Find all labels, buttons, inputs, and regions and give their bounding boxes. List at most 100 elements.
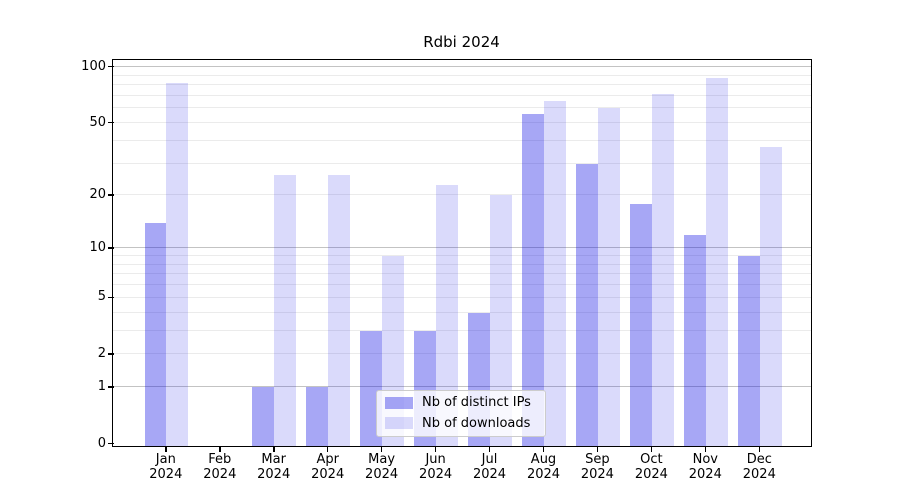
x-tick-year: 2024 <box>419 467 453 482</box>
minor-gridline <box>113 353 811 355</box>
bar-sep-distinct-ips <box>576 163 598 446</box>
x-tick-month: Feb <box>208 452 232 467</box>
x-tick-month: May <box>368 452 396 467</box>
bar-mar-distinct-ips <box>252 387 275 446</box>
legend-row-distinct-ips: Nb of distinct IPs <box>385 395 537 412</box>
x-tick-month: Oct <box>640 452 663 467</box>
x-tick-mark <box>758 446 760 452</box>
x-tick-mark <box>704 446 706 452</box>
bar-aug-downloads <box>544 100 566 446</box>
bar-apr-distinct-ips <box>306 387 329 446</box>
major-gridline <box>113 247 811 249</box>
bar-oct-downloads <box>651 93 674 446</box>
legend-swatch-downloads <box>385 417 413 430</box>
y-tick-mark <box>107 121 114 124</box>
minor-gridline <box>113 273 811 275</box>
minor-gridline <box>113 284 811 286</box>
bar-nov-distinct-ips <box>684 234 706 446</box>
minor-gridline <box>113 311 811 313</box>
legend-label-distinct-ips: Nb of distinct IPs <box>422 395 531 411</box>
x-tick-label: Jul 2024 <box>458 452 522 482</box>
x-tick-year: 2024 <box>634 467 668 482</box>
x-tick-month: Mar <box>261 452 286 467</box>
minor-gridline <box>113 329 811 331</box>
x-tick-year: 2024 <box>203 467 237 482</box>
x-tick-month: Jun <box>425 452 446 467</box>
x-tick-month: Sep <box>585 452 610 467</box>
x-tick-mark <box>380 446 383 452</box>
x-tick-year: 2024 <box>311 467 345 482</box>
x-tick-mark <box>165 446 167 452</box>
minor-gridline <box>113 263 811 265</box>
x-tick-label: Oct 2024 <box>619 452 683 482</box>
bar-dec-downloads <box>759 147 782 446</box>
minor-gridline <box>113 74 811 76</box>
y-tick-mark <box>107 194 114 196</box>
legend-row-downloads: Nb of downloads <box>385 415 537 432</box>
x-tick-month: Jul <box>481 452 498 467</box>
y-tick-mark <box>107 442 114 445</box>
x-tick-label: Mar 2024 <box>242 452 306 482</box>
y-tick-label: 0 <box>97 435 106 451</box>
minor-gridline <box>113 95 811 96</box>
x-tick-mark <box>596 446 599 452</box>
minor-gridline <box>113 107 811 109</box>
bar-mar-downloads <box>274 174 296 446</box>
x-tick-month: Nov <box>692 452 718 467</box>
major-gridline <box>113 386 811 388</box>
x-tick-month: Jan <box>155 452 176 467</box>
x-tick-label: Feb 2024 <box>188 452 252 482</box>
x-tick-mark <box>650 446 653 452</box>
minor-gridline <box>113 84 811 86</box>
y-tick-mark <box>107 247 114 249</box>
legend: Nb of distinct IPs Nb of downloads <box>376 389 546 437</box>
y-tick-mark <box>107 65 114 68</box>
minor-gridline <box>113 122 811 123</box>
x-tick-year: 2024 <box>742 467 776 482</box>
plot-area: Nb of distinct IPs Nb of downloads <box>112 58 812 447</box>
y-tick-label: 1 <box>97 378 106 394</box>
x-tick-label: Aug 2024 <box>512 452 576 482</box>
x-tick-month: Apr <box>316 452 339 467</box>
x-tick-mark <box>273 446 275 452</box>
bar-oct-distinct-ips <box>630 203 652 446</box>
bar-sep-downloads <box>597 108 620 446</box>
x-tick-year: 2024 <box>580 467 614 482</box>
x-tick-mark <box>219 446 221 452</box>
minor-gridline <box>113 296 811 298</box>
y-tick-label: 50 <box>89 114 106 130</box>
bar-apr-downloads <box>328 174 350 446</box>
x-tick-year: 2024 <box>688 467 722 482</box>
bar-jan-downloads <box>166 83 189 446</box>
x-tick-label: Nov 2024 <box>673 452 737 482</box>
y-tick-label: 20 <box>89 186 106 202</box>
x-tick-label: Dec 2024 <box>727 452 791 482</box>
bar-jun-downloads <box>436 184 458 446</box>
bar-jul-downloads <box>490 195 512 446</box>
minor-gridline <box>113 162 811 164</box>
x-tick-mark <box>434 446 437 452</box>
x-tick-year: 2024 <box>149 467 183 482</box>
x-tick-mark <box>326 446 329 452</box>
legend-swatch-distinct-ips <box>385 396 413 409</box>
y-tick-mark <box>107 353 114 355</box>
major-gridline <box>113 66 811 68</box>
y-tick-label: 5 <box>97 289 106 305</box>
x-tick-label: Jun 2024 <box>404 452 468 482</box>
bar-aug-distinct-ips <box>522 113 544 446</box>
x-tick-year: 2024 <box>526 467 561 482</box>
x-tick-mark <box>488 446 491 452</box>
x-tick-year: 2024 <box>365 467 399 482</box>
x-tick-month: Aug <box>530 452 557 467</box>
x-tick-year: 2024 <box>257 467 291 482</box>
bar-nov-downloads <box>705 78 728 446</box>
minor-gridline <box>113 194 811 196</box>
x-tick-mark <box>542 446 545 452</box>
x-tick-label: Jan 2024 <box>134 452 198 482</box>
y-tick-label: 100 <box>81 58 106 74</box>
chart-title: Rdbi 2024 <box>423 33 500 51</box>
y-tick-mark <box>107 386 114 388</box>
minor-gridline <box>113 255 811 256</box>
x-tick-label: Sep 2024 <box>565 452 629 482</box>
x-tick-label: May 2024 <box>350 452 414 482</box>
